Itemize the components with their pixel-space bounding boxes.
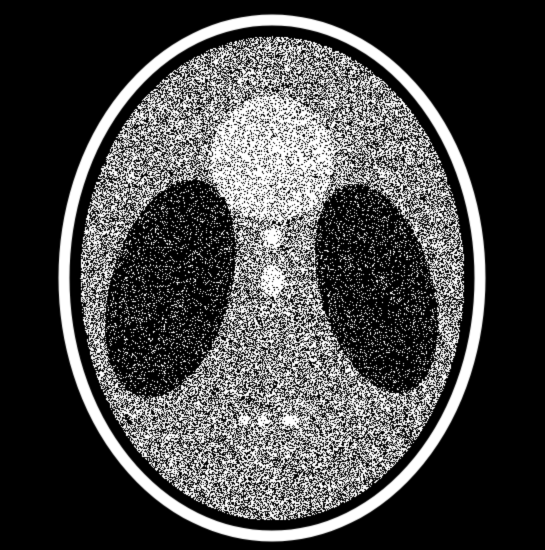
phantom-image bbox=[0, 0, 545, 550]
phantom-canvas bbox=[0, 0, 545, 550]
